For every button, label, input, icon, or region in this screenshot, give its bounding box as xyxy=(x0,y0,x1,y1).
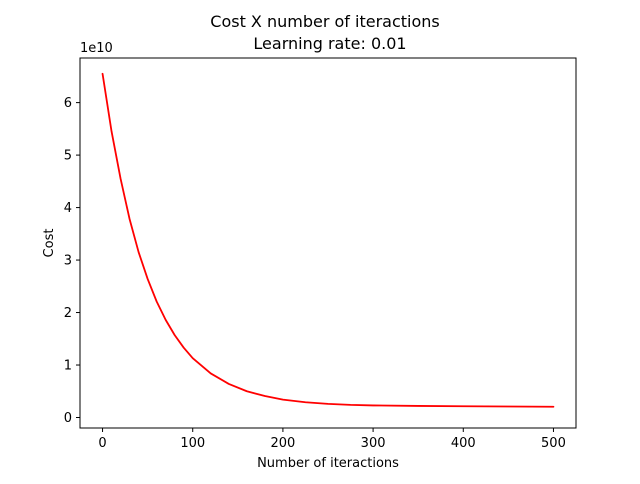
x-tick-label: 100 xyxy=(180,436,205,451)
y-tick-label: 6 xyxy=(64,96,72,111)
y-tick-label: 3 xyxy=(64,254,72,269)
y-axis-ticks: 0 1 2 3 4 5 6 xyxy=(64,96,80,426)
plot-area-frame xyxy=(79,57,577,429)
x-tick-label: 300 xyxy=(361,436,386,451)
y-tick-label: 0 xyxy=(64,411,72,426)
x-tick-label: 0 xyxy=(98,436,106,451)
x-axis-label: Number of iteractions xyxy=(257,456,399,471)
x-axis-ticks: 0 100 200 300 400 500 xyxy=(98,428,566,451)
series-layer xyxy=(101,72,555,408)
chart-title: Cost X number of iteractions xyxy=(210,12,439,31)
y-offset-label: 1e10 xyxy=(80,41,113,56)
y-tick-label: 4 xyxy=(64,201,72,216)
y-tick-label: 2 xyxy=(64,306,72,321)
x-tick-label: 400 xyxy=(451,436,476,451)
cost-series-line xyxy=(101,72,555,408)
y-tick-label: 1 xyxy=(64,359,72,374)
y-tick-label: 5 xyxy=(64,149,72,164)
y-axis-label: Cost xyxy=(42,229,57,258)
chart-subtitle: Learning rate: 0.01 xyxy=(253,34,406,53)
x-tick-label: 200 xyxy=(270,436,295,451)
x-tick-label: 500 xyxy=(541,436,566,451)
